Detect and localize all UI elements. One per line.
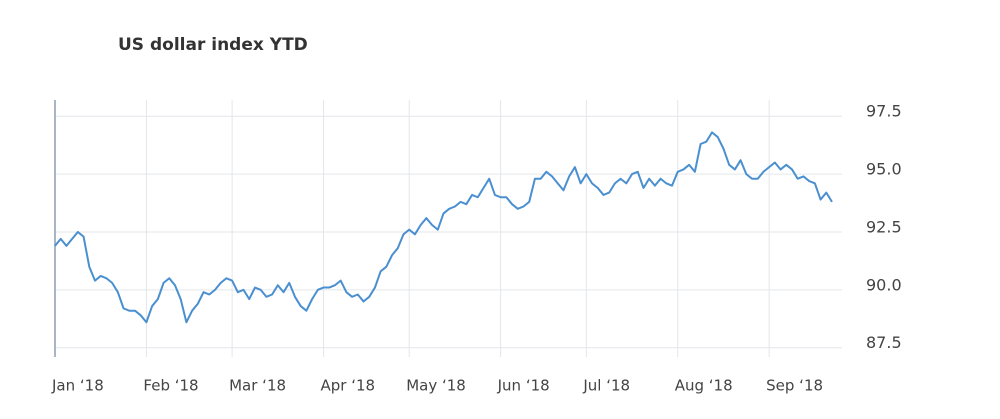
x-tick-label: Jan ‘18 <box>51 377 104 395</box>
y-tick-label: 87.5 <box>866 333 902 352</box>
y-tick-label: 95.0 <box>866 160 902 179</box>
chart-title: US dollar index YTD <box>118 35 308 55</box>
x-tick-label: Jul ‘18 <box>582 377 630 395</box>
x-tick-label: Aug ‘18 <box>675 377 733 395</box>
x-tick-label: May ‘18 <box>406 377 466 395</box>
x-tick-label: Apr ‘18 <box>321 377 376 395</box>
y-tick-label: 90.0 <box>866 275 902 294</box>
y-tick-label: 97.5 <box>866 102 902 121</box>
x-tick-label: Mar ‘18 <box>229 377 286 395</box>
data-line <box>54 131 833 324</box>
x-tick-label: Feb ‘18 <box>143 377 198 395</box>
x-tick-label: Sep ‘18 <box>766 377 823 395</box>
y-tick-label: 92.5 <box>866 217 902 236</box>
x-tick-label: Jun ‘18 <box>497 377 550 395</box>
